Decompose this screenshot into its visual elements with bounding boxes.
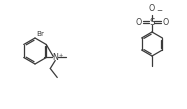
Text: O: O [149,3,155,13]
Text: −: − [156,8,162,14]
Text: O: O [163,18,169,26]
Text: Br: Br [36,31,44,37]
Text: S: S [149,18,155,26]
Text: +: + [58,53,62,58]
Text: O: O [135,18,142,26]
Text: N: N [52,53,58,62]
